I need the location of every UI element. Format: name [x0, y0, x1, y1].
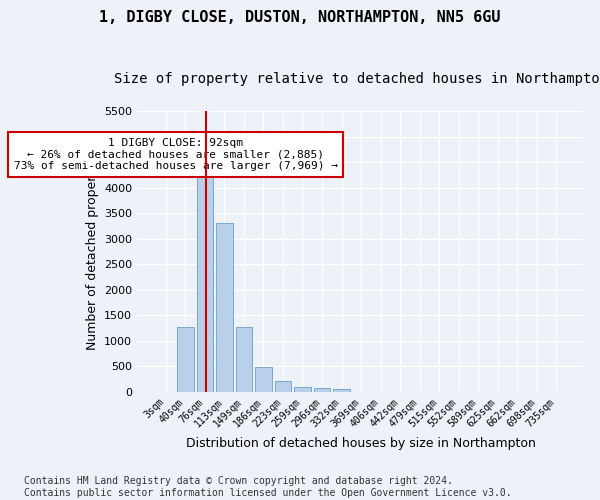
Bar — [333, 389, 350, 392]
Text: Contains HM Land Registry data © Crown copyright and database right 2024.
Contai: Contains HM Land Registry data © Crown c… — [24, 476, 512, 498]
Bar — [255, 367, 272, 392]
Text: 1 DIGBY CLOSE: 92sqm
← 26% of detached houses are smaller (2,885)
73% of semi-de: 1 DIGBY CLOSE: 92sqm ← 26% of detached h… — [14, 138, 338, 171]
Bar — [197, 171, 213, 392]
Text: 1, DIGBY CLOSE, DUSTON, NORTHAMPTON, NN5 6GU: 1, DIGBY CLOSE, DUSTON, NORTHAMPTON, NN5… — [99, 10, 501, 25]
Bar — [314, 388, 330, 392]
Title: Size of property relative to detached houses in Northampton: Size of property relative to detached ho… — [114, 72, 600, 86]
Bar — [177, 327, 194, 392]
X-axis label: Distribution of detached houses by size in Northampton: Distribution of detached houses by size … — [186, 437, 536, 450]
Bar — [294, 387, 311, 392]
Bar — [275, 381, 291, 392]
Y-axis label: Number of detached properties: Number of detached properties — [86, 153, 98, 350]
Bar — [216, 224, 233, 392]
Bar — [236, 326, 252, 392]
